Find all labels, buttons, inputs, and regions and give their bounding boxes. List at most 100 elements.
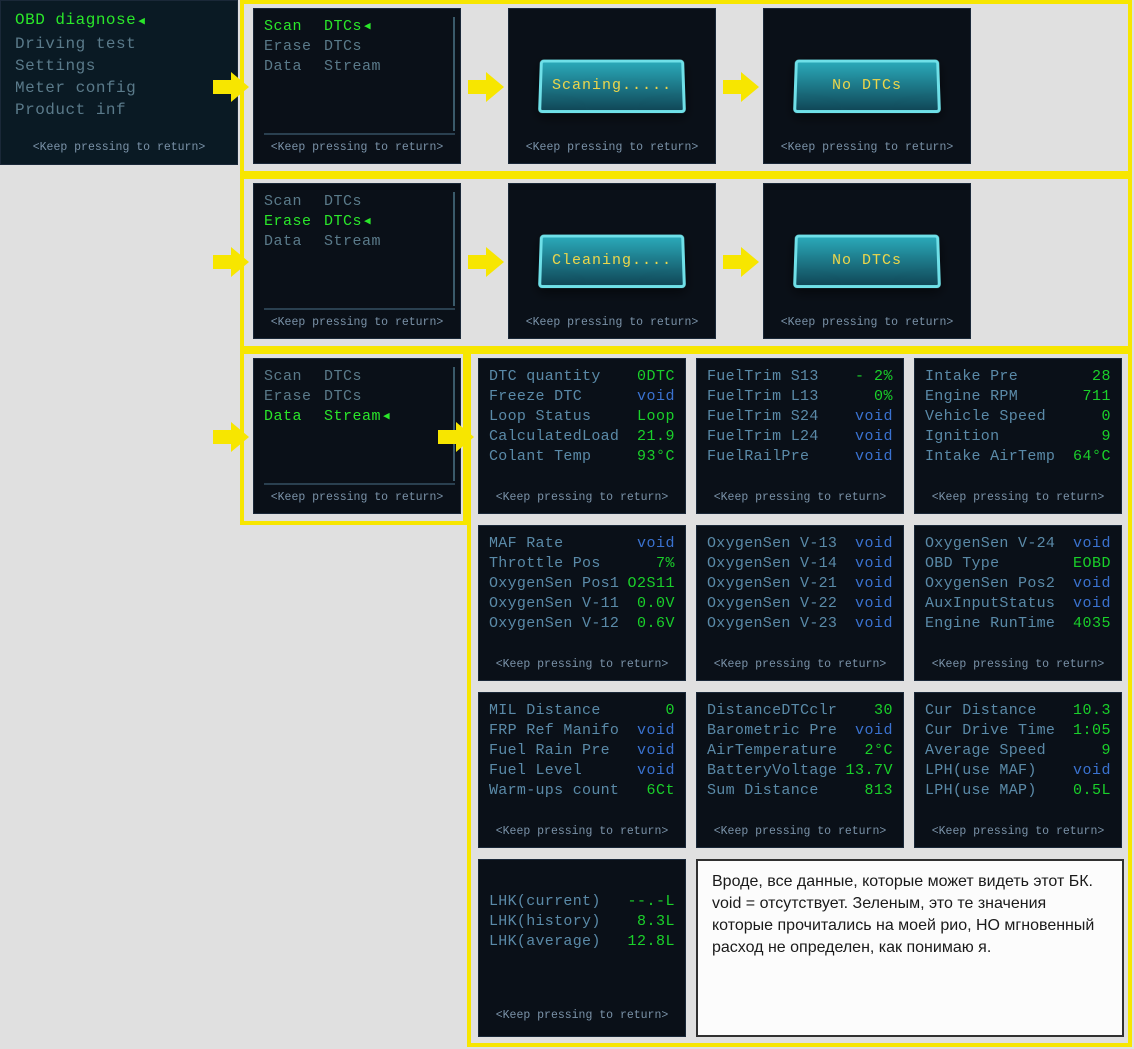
- no-dtcs-text: No DTCs: [832, 76, 902, 96]
- submenu-item[interactable]: ScanDTCs: [264, 367, 450, 387]
- data-row: Average Speed9: [925, 741, 1111, 761]
- data-row: DTC quantity 0DTC: [489, 367, 675, 387]
- data-value: void: [855, 614, 893, 634]
- data-label: OxygenSen V-14: [707, 554, 837, 574]
- data-row: Engine RPM 711: [925, 387, 1111, 407]
- data-value: 711: [1082, 387, 1111, 407]
- menu-item[interactable]: Meter config: [15, 77, 225, 99]
- data-label: FuelTrim S13: [707, 367, 819, 387]
- data-label: OxygenSen Pos2: [925, 574, 1055, 594]
- submenu-item[interactable]: EraseDTCs◀: [264, 212, 450, 232]
- data-value: void: [855, 554, 893, 574]
- data-screen-8: DistanceDTCclr30Barometric PrevoidAirTem…: [696, 692, 904, 848]
- submenu-item[interactable]: ScanDTCs◀: [264, 17, 450, 37]
- data-row: LHK(average)12.8L: [489, 932, 675, 952]
- data-value: void: [1073, 534, 1111, 554]
- submenu-item[interactable]: ScanDTCs: [264, 192, 450, 212]
- data-value: 9: [1101, 427, 1111, 447]
- arrow-right-icon: [213, 72, 249, 102]
- data-label: Fuel Rain Pre: [489, 741, 610, 761]
- data-value: 30: [874, 701, 893, 721]
- menu-item[interactable]: Product inf: [15, 99, 225, 121]
- data-value: 28: [1092, 367, 1111, 387]
- data-label: Intake AirTemp: [925, 447, 1055, 467]
- data-value: Loop: [637, 407, 675, 427]
- data-label: Fuel Level: [489, 761, 582, 781]
- data-row: OxygenSen V-120.6V: [489, 614, 675, 634]
- data-label: CalculatedLoad: [489, 427, 619, 447]
- data-screen-3: Intake Pre28Engine RPM711Vehicle Speed0I…: [914, 358, 1122, 514]
- data-label: FuelTrim L13: [707, 387, 819, 407]
- data-row: Throttle Pos7%: [489, 554, 675, 574]
- data-value: void: [1073, 574, 1111, 594]
- data-value: void: [855, 721, 893, 741]
- data-label: Freeze DTC: [489, 387, 582, 407]
- data-row: Cur Drive Time 1:05: [925, 721, 1111, 741]
- arrow-right-icon: [723, 247, 759, 277]
- data-row: OxygenSen V-23 void: [707, 614, 893, 634]
- menu-item[interactable]: Settings: [15, 55, 225, 77]
- data-label: FuelTrim L24: [707, 427, 819, 447]
- data-row: Cur Distance10.3: [925, 701, 1111, 721]
- submenu-item[interactable]: DataStream: [264, 57, 450, 77]
- data-value: O2S11: [627, 574, 675, 594]
- data-row: Fuel Level void: [489, 761, 675, 781]
- data-value: 0DTC: [637, 367, 675, 387]
- scan-dtcs-menu-screen: ScanDTCs◀EraseDTCsDataStream <Keep press…: [253, 8, 461, 164]
- data-label: Engine RunTime: [925, 614, 1055, 634]
- data-row: Barometric Pre void: [707, 721, 893, 741]
- data-row: OxygenSen V-22void: [707, 594, 893, 614]
- data-row: Colant Temp93°C: [489, 447, 675, 467]
- data-value: 0.6V: [637, 614, 675, 634]
- menu-item[interactable]: Driving test: [15, 33, 225, 55]
- data-row: AirTemperature2°C: [707, 741, 893, 761]
- data-label: OxygenSen V-13: [707, 534, 837, 554]
- data-value: void: [1073, 761, 1111, 781]
- menu-item[interactable]: OBD diagnose◀: [15, 9, 225, 33]
- data-label: Loop Status: [489, 407, 591, 427]
- submenu-item[interactable]: DataStream◀: [264, 407, 450, 427]
- submenu-item[interactable]: DataStream: [264, 232, 450, 252]
- data-row: Vehicle Speed0: [925, 407, 1111, 427]
- data-row: MIL Distance0: [489, 701, 675, 721]
- data-label: Sum Distance: [707, 781, 819, 801]
- data-screen-10: LHK(current)--.-LLHK(history)8.3LLHK(ave…: [478, 859, 686, 1037]
- data-label: DTC quantity: [489, 367, 601, 387]
- data-value: 8.3L: [637, 912, 675, 932]
- data-label: OxygenSen V-23: [707, 614, 837, 634]
- submenu-item[interactable]: EraseDTCs: [264, 37, 450, 57]
- data-label: AirTemperature: [707, 741, 837, 761]
- arrow-right-icon: [723, 72, 759, 102]
- data-value: void: [855, 427, 893, 447]
- data-row: FuelRailPrevoid: [707, 447, 893, 467]
- data-label: Barometric Pre: [707, 721, 837, 741]
- data-value: 64°C: [1073, 447, 1111, 467]
- data-label: Cur Drive Time: [925, 721, 1055, 741]
- data-value: 1:05: [1073, 721, 1111, 741]
- note-text: Вроде, все данные, которые может видеть …: [712, 871, 1108, 959]
- data-row: CalculatedLoad21.9: [489, 427, 675, 447]
- data-label: Average Speed: [925, 741, 1046, 761]
- data-value: 10.3: [1073, 701, 1111, 721]
- data-value: 4035: [1073, 614, 1111, 634]
- data-label: OxygenSen V-21: [707, 574, 837, 594]
- data-value: void: [637, 534, 675, 554]
- arrow-right-icon: [438, 422, 474, 452]
- submenu-item[interactable]: EraseDTCs: [264, 387, 450, 407]
- data-row: FRP Ref Manifovoid: [489, 721, 675, 741]
- data-label: DistanceDTCclr: [707, 701, 837, 721]
- data-label: MAF Rate: [489, 534, 563, 554]
- data-label: Engine RPM: [925, 387, 1018, 407]
- data-label: Vehicle Speed: [925, 407, 1046, 427]
- data-row: FuelTrim L130%: [707, 387, 893, 407]
- data-label: FuelRailPre: [707, 447, 809, 467]
- data-label: Warm-ups count: [489, 781, 619, 801]
- data-row: LPH(use MAP)0.5L: [925, 781, 1111, 801]
- data-screen-6: OxygenSen V-24voidOBD TypeEOBDOxygenSen …: [914, 525, 1122, 681]
- data-row: OxygenSen V-110.0V: [489, 594, 675, 614]
- data-label: LHK(current): [489, 892, 601, 912]
- data-row: LPH(use MAF)void: [925, 761, 1111, 781]
- data-label: LHK(history): [489, 912, 601, 932]
- data-stream-menu-screen: ScanDTCsEraseDTCsDataStream◀ <Keep press…: [253, 358, 461, 514]
- data-value: void: [637, 761, 675, 781]
